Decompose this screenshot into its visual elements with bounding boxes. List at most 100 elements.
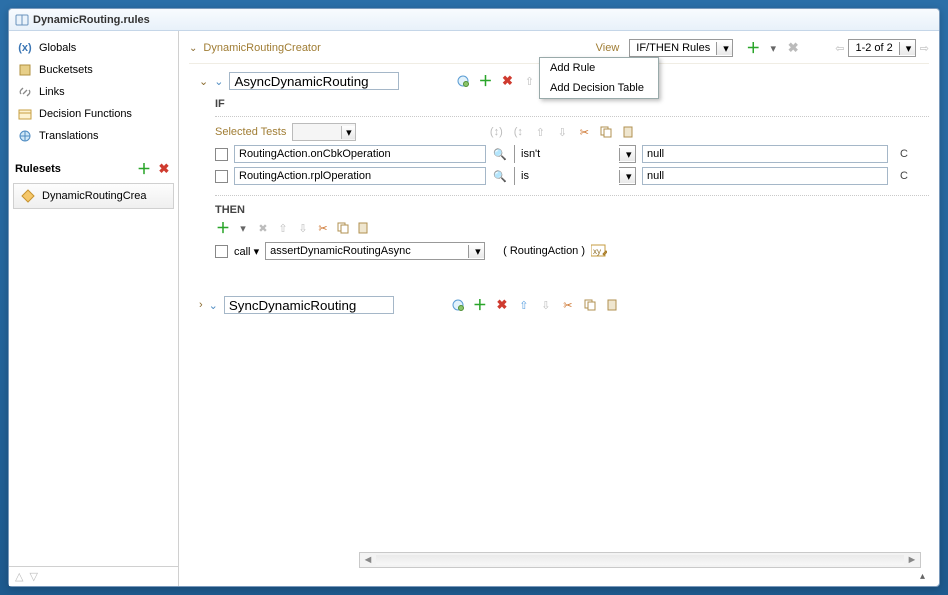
move-down-icon[interactable]: ⇩ bbox=[554, 124, 570, 140]
book-icon bbox=[15, 13, 29, 27]
view-label: View bbox=[596, 42, 620, 54]
move-up-icon[interactable]: ⇧ bbox=[516, 297, 532, 313]
test-op-combo[interactable]: isn't▾ bbox=[514, 145, 636, 163]
translations-icon bbox=[17, 128, 33, 144]
c-suffix[interactable]: C bbox=[900, 170, 908, 182]
delete-icon[interactable]: ✖ bbox=[499, 73, 515, 89]
sidebar-item-globals[interactable]: (x) Globals bbox=[13, 37, 174, 59]
collapse-handle-icon[interactable]: ▴ bbox=[920, 571, 925, 582]
delete-ruleset-icon[interactable]: ✖ bbox=[156, 161, 172, 177]
test-op-value: isn't bbox=[515, 145, 619, 163]
delete-icon[interactable]: ✖ bbox=[785, 40, 801, 56]
menu-add-decision-table[interactable]: Add Decision Table bbox=[540, 78, 658, 98]
paste-icon[interactable] bbox=[604, 297, 620, 313]
edit-expression-icon[interactable]: xy bbox=[591, 243, 607, 259]
dropdown-arrow-icon[interactable]: ▾ bbox=[235, 220, 251, 236]
add-icon[interactable]: ＋ bbox=[215, 220, 231, 236]
test-op-combo[interactable]: is▾ bbox=[514, 167, 636, 185]
if-label: IF bbox=[215, 98, 929, 110]
rule-name-input[interactable] bbox=[224, 296, 394, 314]
rule-block-1: ⌄ ⌄ ＋ ✖ ⇧ ⇩ ✂ IF Selected Tests bbox=[189, 72, 929, 260]
call-label-text: call bbox=[234, 246, 251, 258]
selected-tests-row: Selected Tests ▾ (↕) (↕ ⇧ ⇩ ✂ bbox=[215, 123, 929, 141]
copy-icon[interactable] bbox=[335, 220, 351, 236]
rule-name-input[interactable] bbox=[229, 72, 399, 90]
rule-header-2: › ⌄ ＋ ✖ ⇧ ⇩ ✂ bbox=[199, 296, 929, 314]
search-icon[interactable]: 🔍 bbox=[492, 146, 508, 162]
copy-icon[interactable] bbox=[582, 297, 598, 313]
test-checkbox[interactable] bbox=[215, 148, 228, 161]
ruleset-item[interactable]: DynamicRoutingCrea bbox=[13, 183, 174, 209]
scroll-left-icon[interactable]: ◄ bbox=[360, 554, 376, 566]
wrap-icon[interactable]: (↕) bbox=[488, 124, 504, 140]
divider bbox=[215, 116, 929, 117]
call-value: assertDynamicRoutingAsync bbox=[266, 245, 415, 257]
move-down-icon[interactable]: ⇩ bbox=[295, 220, 311, 236]
app-window: DynamicRouting.rules (x) Globals Buckets… bbox=[8, 8, 940, 587]
test-lhs-field[interactable]: RoutingAction.onCbkOperation bbox=[234, 145, 486, 163]
cut-icon[interactable]: ✂ bbox=[315, 220, 331, 236]
add-icon[interactable]: ＋ bbox=[472, 297, 488, 313]
move-up-icon[interactable]: ⇧ bbox=[532, 124, 548, 140]
sidebar-item-decision-functions[interactable]: Decision Functions bbox=[13, 103, 174, 125]
call-label[interactable]: call ▾ bbox=[234, 245, 259, 258]
ruleset-title-row: ⌄ DynamicRoutingCreator View IF/THEN Rul… bbox=[189, 39, 929, 64]
dropdown-arrow-icon[interactable]: ▾ bbox=[765, 40, 781, 56]
page-prev-icon[interactable]: ⇦ bbox=[835, 42, 844, 55]
chevron-down-icon: ▾ bbox=[899, 42, 915, 55]
add-icon[interactable]: ＋ bbox=[745, 40, 761, 56]
test-row-1: RoutingAction.onCbkOperation 🔍 isn't▾ nu… bbox=[215, 145, 929, 163]
validate-icon[interactable] bbox=[455, 73, 471, 89]
test-rhs-field[interactable]: null bbox=[642, 167, 888, 185]
move-up-icon[interactable]: ⇧ bbox=[521, 73, 537, 89]
view-combo-value: IF/THEN Rules bbox=[630, 42, 716, 54]
chevron-down-icon: ▾ bbox=[619, 148, 635, 161]
validate-icon[interactable] bbox=[450, 297, 466, 313]
test-row-2: RoutingAction.rplOperation 🔍 is▾ null C bbox=[215, 167, 929, 185]
move-down-icon[interactable]: ⇩ bbox=[538, 297, 554, 313]
selected-tests-combo[interactable]: ▾ bbox=[292, 123, 356, 141]
move-up-icon[interactable]: ⇧ bbox=[275, 220, 291, 236]
main-panel: ⌄ DynamicRoutingCreator View IF/THEN Rul… bbox=[179, 31, 939, 586]
chevron-right-icon[interactable]: › bbox=[199, 299, 203, 311]
scroll-track[interactable] bbox=[376, 555, 904, 565]
sidebar-item-links[interactable]: Links bbox=[13, 81, 174, 103]
then-toolbar: ＋ ▾ ✖ ⇧ ⇩ ✂ bbox=[215, 220, 929, 236]
unwrap-icon[interactable]: (↕ bbox=[510, 124, 526, 140]
rule-block-2: › ⌄ ＋ ✖ ⇧ ⇩ ✂ bbox=[189, 296, 929, 314]
sidebar-item-translations[interactable]: Translations bbox=[13, 125, 174, 147]
cut-icon[interactable]: ✂ bbox=[576, 124, 592, 140]
view-combo[interactable]: IF/THEN Rules ▾ bbox=[629, 39, 733, 57]
delete-icon[interactable]: ✖ bbox=[494, 297, 510, 313]
triangle-down-icon[interactable]: ▽ bbox=[29, 570, 37, 583]
triangle-up-icon[interactable]: △ bbox=[15, 570, 23, 583]
scroll-right-icon[interactable]: ► bbox=[904, 554, 920, 566]
paste-icon[interactable] bbox=[355, 220, 371, 236]
copy-icon[interactable] bbox=[598, 124, 614, 140]
add-ruleset-icon[interactable]: ＋ bbox=[136, 161, 152, 177]
paste-icon[interactable] bbox=[620, 124, 636, 140]
sidebar-item-bucketsets[interactable]: Bucketsets bbox=[13, 59, 174, 81]
page-next-icon[interactable]: ⇨ bbox=[920, 42, 929, 55]
ruleset-icon bbox=[20, 188, 36, 204]
pager-combo[interactable]: 1-2 of 2 ▾ bbox=[848, 39, 915, 57]
test-checkbox[interactable] bbox=[215, 170, 228, 183]
titlebar: DynamicRouting.rules bbox=[9, 9, 939, 31]
bucketsets-icon bbox=[17, 62, 33, 78]
chevron-down-icon[interactable]: ⌄ bbox=[199, 75, 208, 88]
content-area: (x) Globals Bucketsets Links Decision Fu… bbox=[9, 31, 939, 586]
test-rhs-field[interactable]: null bbox=[642, 145, 888, 163]
delete-icon[interactable]: ✖ bbox=[255, 220, 271, 236]
call-combo[interactable]: assertDynamicRoutingAsync▾ bbox=[265, 242, 485, 260]
chevron-down-icon[interactable]: ⌄ bbox=[189, 43, 197, 54]
horizontal-scrollbar[interactable]: ◄ ► bbox=[359, 552, 921, 568]
rule-handle-icon[interactable]: ⌄ bbox=[209, 299, 218, 312]
test-lhs-field[interactable]: RoutingAction.rplOperation bbox=[234, 167, 486, 185]
call-checkbox[interactable] bbox=[215, 245, 228, 258]
cut-icon[interactable]: ✂ bbox=[560, 297, 576, 313]
search-icon[interactable]: 🔍 bbox=[492, 168, 508, 184]
menu-add-rule[interactable]: Add Rule bbox=[540, 58, 658, 78]
rule-handle-icon[interactable]: ⌄ bbox=[214, 75, 223, 88]
add-icon[interactable]: ＋ bbox=[477, 73, 493, 89]
c-suffix[interactable]: C bbox=[900, 148, 908, 160]
